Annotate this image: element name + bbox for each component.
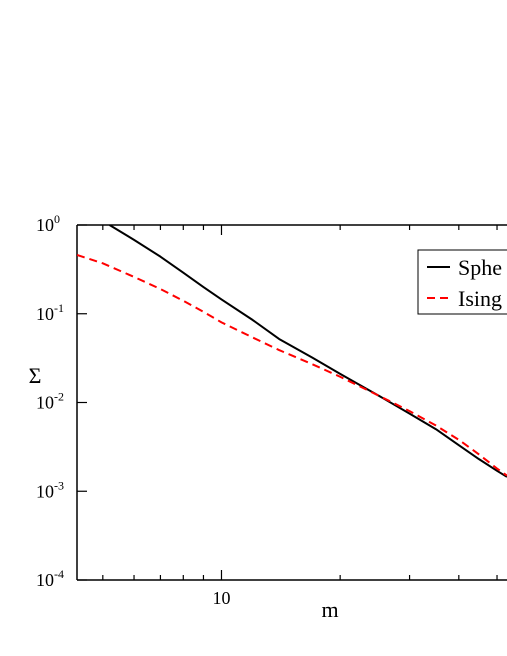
y-tick-label: 100 <box>36 212 60 235</box>
x-tick-label: 10 <box>212 588 230 608</box>
legend-box <box>417 249 507 315</box>
y-tick-label: 10-4 <box>36 567 64 590</box>
y-tick-label: 10-3 <box>36 478 64 501</box>
series-line-ising <box>77 253 507 477</box>
ticks: 10 100 10-1 10-2 10-3 10-4 <box>36 212 498 608</box>
legend: Sphe Ising <box>417 249 507 315</box>
y-tick-label: 10-2 <box>36 390 64 413</box>
y-tick-label: 10-1 <box>36 301 64 324</box>
x-axis-label: m <box>321 597 338 622</box>
series-line-spherical <box>109 225 507 478</box>
legend-label-spherical: Sphe <box>458 255 502 280</box>
y-axis-label: Σ <box>29 363 42 388</box>
legend-label-ising: Ising <box>458 286 502 311</box>
series-group <box>77 225 507 478</box>
